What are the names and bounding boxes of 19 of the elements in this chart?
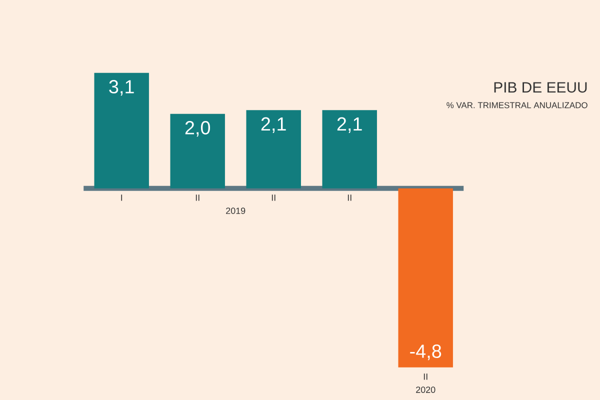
bar	[322, 110, 377, 188]
annotation: 2019	[226, 208, 246, 214]
x-tick-label: II	[272, 194, 276, 201]
data-label: 3,1	[109, 80, 134, 96]
text: 2020	[416, 386, 436, 393]
x-tick-label: II	[196, 194, 200, 201]
data-label: -4,8	[410, 344, 442, 360]
data-label: 2,1	[261, 117, 286, 133]
bar	[398, 188, 453, 368]
data-label: 2,0	[185, 121, 210, 137]
x-tick-label: I	[121, 194, 122, 201]
text: % VAR. TRIMESTRAL ANUALIZADO	[446, 102, 588, 108]
bar	[246, 110, 301, 188]
data-label: 2,1	[337, 117, 362, 133]
x-tick-label: II	[348, 194, 352, 201]
bar	[94, 72, 149, 188]
x-tick-label: II	[424, 374, 428, 380]
bar	[170, 114, 225, 188]
text: PIB DE EEUU	[494, 82, 587, 93]
